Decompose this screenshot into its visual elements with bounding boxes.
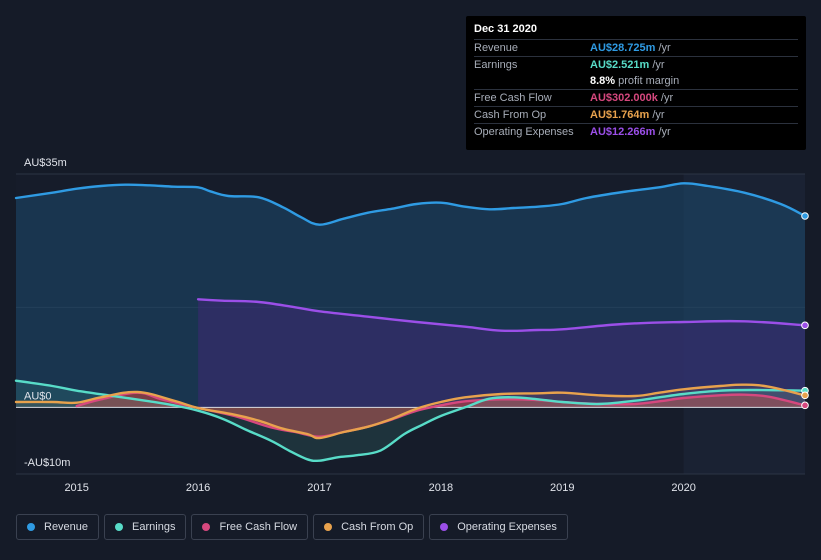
legend-dot-icon: [115, 523, 124, 531]
tooltip-label: Revenue: [474, 42, 519, 54]
series-lines: [14, 182, 807, 463]
endpoint-cash-from-op: [801, 391, 809, 400]
area-earnings: [16, 380, 805, 461]
legend-dot-icon: [440, 523, 449, 531]
tooltip-value: AU$1.764m: [590, 109, 650, 121]
tooltip-panel: Dec 31 2020 Revenue AU$28.725m /yr Earni…: [466, 16, 806, 150]
legend-label: Revenue: [44, 521, 89, 533]
x-tick-label: 2017: [307, 482, 331, 494]
x-tick-label: 2015: [64, 482, 88, 494]
x-tick-label: 2019: [550, 482, 574, 494]
tooltip-unit: /yr: [652, 59, 665, 71]
legend-dot-icon: [324, 523, 333, 531]
series-endpoints: [801, 212, 809, 410]
legend-item-free-cash-flow[interactable]: Free Cash Flow: [191, 514, 309, 540]
legend-dot-icon: [27, 523, 35, 531]
tooltip-label: Operating Expenses: [474, 126, 574, 138]
tooltip-value: AU$302.000k: [590, 92, 658, 104]
x-axis-labels: 2015 2016 2017 2018 2019 2020: [64, 482, 695, 494]
tooltip-value: AU$28.725m: [590, 42, 656, 54]
legend-item-earnings[interactable]: Earnings: [104, 514, 187, 540]
tooltip-date: Dec 31 2020: [474, 23, 537, 35]
endpoint-free-cash-flow: [801, 401, 809, 410]
legend-label: Operating Expenses: [457, 521, 557, 533]
tooltip-row-profit-margin: 8.8% profit margin: [474, 73, 798, 89]
tooltip-unit: /yr: [652, 109, 665, 121]
tooltip-value: AU$12.266m: [590, 126, 656, 138]
series-areas: [16, 183, 806, 461]
tooltip-row-earnings: Earnings AU$2.521m /yr: [474, 56, 798, 73]
tooltip-value: 8.8%: [590, 75, 616, 87]
tooltip-unit: /yr: [658, 42, 671, 54]
tooltip-unit: profit margin: [618, 75, 680, 87]
legend: Revenue Earnings Free Cash Flow Cash Fro…: [16, 514, 568, 540]
x-tick-label: 2016: [186, 482, 210, 494]
legend-label: Free Cash Flow: [219, 521, 298, 533]
tooltip-label: Free Cash Flow: [474, 92, 552, 104]
tooltip-label: Cash From Op: [474, 109, 547, 121]
y-tick-label: -AU$10m: [24, 457, 70, 469]
legend-item-cash-from-op[interactable]: Cash From Op: [313, 514, 425, 540]
line-earnings: [14, 379, 807, 463]
line-revenue: [14, 182, 807, 226]
legend-label: Earnings: [132, 521, 176, 533]
legend-label: Cash From Op: [341, 521, 414, 533]
tooltip-label: Earnings: [474, 59, 518, 71]
area-free-cash-flow: [76, 392, 805, 437]
endpoint-operating-expenses: [801, 321, 809, 330]
tooltip-row-revenue: Revenue AU$28.725m /yr: [474, 39, 798, 56]
area-operating-expenses: [198, 299, 806, 408]
y-tick-label: AU$35m: [24, 157, 67, 169]
legend-dot-icon: [202, 523, 211, 531]
x-tick-label: 2018: [429, 482, 453, 494]
tooltip-row-operating-expenses: Operating Expenses AU$12.266m /yr: [474, 123, 798, 140]
y-tick-label: AU$0: [24, 390, 52, 402]
tooltip-row-free-cash-flow: Free Cash Flow AU$302.000k /yr: [474, 89, 798, 106]
tooltip-label: [474, 73, 590, 89]
tooltip-unit: /yr: [658, 126, 671, 138]
endpoint-revenue: [801, 212, 809, 220]
tooltip-row-cash-from-op: Cash From Op AU$1.764m /yr: [474, 106, 798, 123]
line-cash-from-op: [14, 383, 807, 440]
legend-item-revenue[interactable]: Revenue: [16, 514, 100, 540]
y-axis-labels: AU$35m AU$0 -AU$10m: [24, 157, 70, 469]
tooltip-unit: /yr: [660, 92, 674, 104]
legend-item-operating-expenses[interactable]: Operating Expenses: [429, 514, 568, 540]
tooltip-value: AU$2.521m: [590, 59, 650, 71]
x-tick-label: 2020: [671, 482, 695, 494]
line-operating-expenses: [196, 298, 807, 333]
area-cash-from-op: [16, 384, 805, 439]
